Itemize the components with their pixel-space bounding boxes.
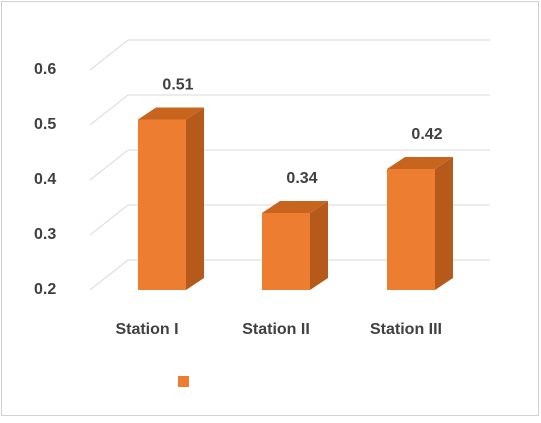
x-tick-label: Station II [242, 321, 310, 338]
data-label: 0.34 [286, 170, 317, 187]
y-tick-label: 0.3 [34, 226, 56, 243]
bar-side [435, 157, 453, 290]
x-tick-label: Station III [370, 321, 442, 338]
grid-line [89, 39, 490, 71]
y-tick-label: 0.4 [34, 171, 56, 188]
data-label: 0.51 [162, 77, 193, 94]
bar [387, 157, 453, 290]
bar [138, 107, 204, 290]
bar-front [138, 119, 186, 290]
bar [262, 201, 328, 290]
y-tick-label: 0.2 [34, 281, 56, 298]
grid-line [89, 204, 490, 236]
bar-top [138, 107, 204, 120]
bar-side [186, 107, 204, 290]
bar-top [387, 157, 453, 169]
bar-front [387, 169, 435, 290]
grid-line [89, 149, 490, 181]
bar-top [262, 201, 328, 213]
bar-front [262, 213, 310, 290]
legend-swatch [178, 376, 189, 387]
grid-line [89, 94, 490, 126]
data-label: 0.42 [411, 126, 442, 143]
y-tick-label: 0.6 [34, 61, 56, 78]
bar-side [310, 201, 328, 290]
grid-line [89, 259, 490, 291]
x-tick-label: Station I [115, 321, 178, 338]
y-tick-label: 0.5 [34, 116, 56, 133]
